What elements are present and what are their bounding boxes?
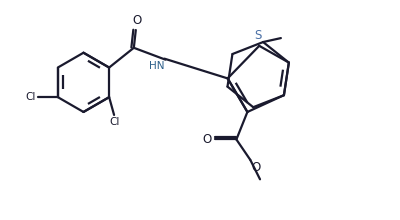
Text: O: O xyxy=(132,14,142,27)
Text: HN: HN xyxy=(149,61,164,71)
Text: Cl: Cl xyxy=(26,92,36,102)
Text: O: O xyxy=(202,133,212,146)
Text: Cl: Cl xyxy=(109,117,119,127)
Text: S: S xyxy=(254,29,262,42)
Text: O: O xyxy=(251,161,260,174)
